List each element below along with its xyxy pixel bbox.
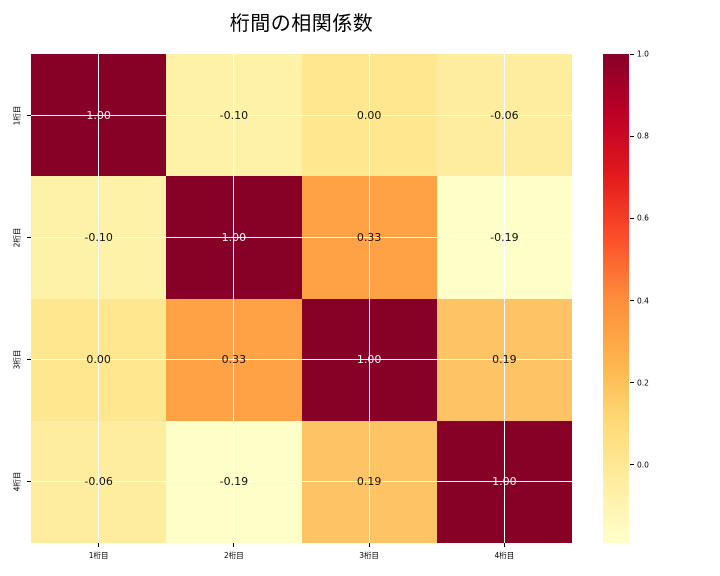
gridline xyxy=(503,54,505,543)
gridline xyxy=(98,54,100,543)
y-axis-label: 2桁目 xyxy=(12,227,22,248)
gridline xyxy=(368,54,370,543)
colorbar-tick xyxy=(630,135,634,137)
y-tick xyxy=(27,481,31,483)
colorbar-tick-label: 0.2 xyxy=(637,377,649,387)
colorbar-tick xyxy=(630,53,634,55)
y-axis-label: 4桁目 xyxy=(12,471,22,492)
colorbar-tick-label: 0.8 xyxy=(637,131,649,141)
x-tick xyxy=(233,543,235,547)
x-tick xyxy=(503,543,505,547)
gridline xyxy=(31,481,572,483)
y-axis-label: 3桁目 xyxy=(12,349,22,370)
y-tick xyxy=(27,359,31,361)
x-axis-label: 2桁目 xyxy=(223,551,244,560)
colorbar-tick xyxy=(630,382,634,384)
colorbar-tick-label: 1.0 xyxy=(637,49,649,59)
gridline xyxy=(31,114,572,116)
colorbar-tick xyxy=(630,300,634,302)
y-tick xyxy=(27,114,31,116)
colorbar-tick xyxy=(630,217,634,219)
colorbar-tick-label: 0.4 xyxy=(637,295,649,305)
x-tick xyxy=(368,543,370,547)
heatmap-grid: 1.00 -0.10 0.00 -0.06 -0.10 1.00 0.33 -0.19 0.00… xyxy=(31,54,572,543)
y-axis-label: 1桁目 xyxy=(12,105,22,126)
x-axis-label: 1桁目 xyxy=(88,551,109,560)
x-axis-label: 4桁目 xyxy=(494,551,515,560)
y-tick xyxy=(27,236,31,238)
x-tick xyxy=(98,543,100,547)
colorbar-tick xyxy=(630,464,634,466)
x-axis-label: 3桁目 xyxy=(359,551,380,560)
colorbar-tick-label: 0.6 xyxy=(637,213,649,223)
chart-title: 桁間の相関係数 xyxy=(229,11,374,35)
gridline xyxy=(31,236,572,238)
colorbar-tick-label: 0.0 xyxy=(637,460,649,470)
gridline xyxy=(233,54,235,543)
gridline xyxy=(31,359,572,361)
colorbar xyxy=(603,54,629,543)
